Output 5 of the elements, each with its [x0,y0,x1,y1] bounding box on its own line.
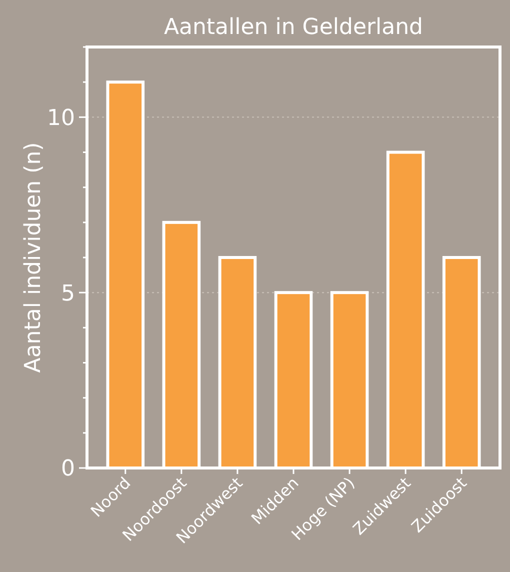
y-tick-label: 0 [61,456,75,482]
y-axis-title: Aantal individuen (n) [21,142,46,373]
y-tick-label: 5 [61,281,75,306]
chart-title: Aantallen in Gelderland [164,15,424,40]
y-tick-label: 10 [47,106,75,131]
